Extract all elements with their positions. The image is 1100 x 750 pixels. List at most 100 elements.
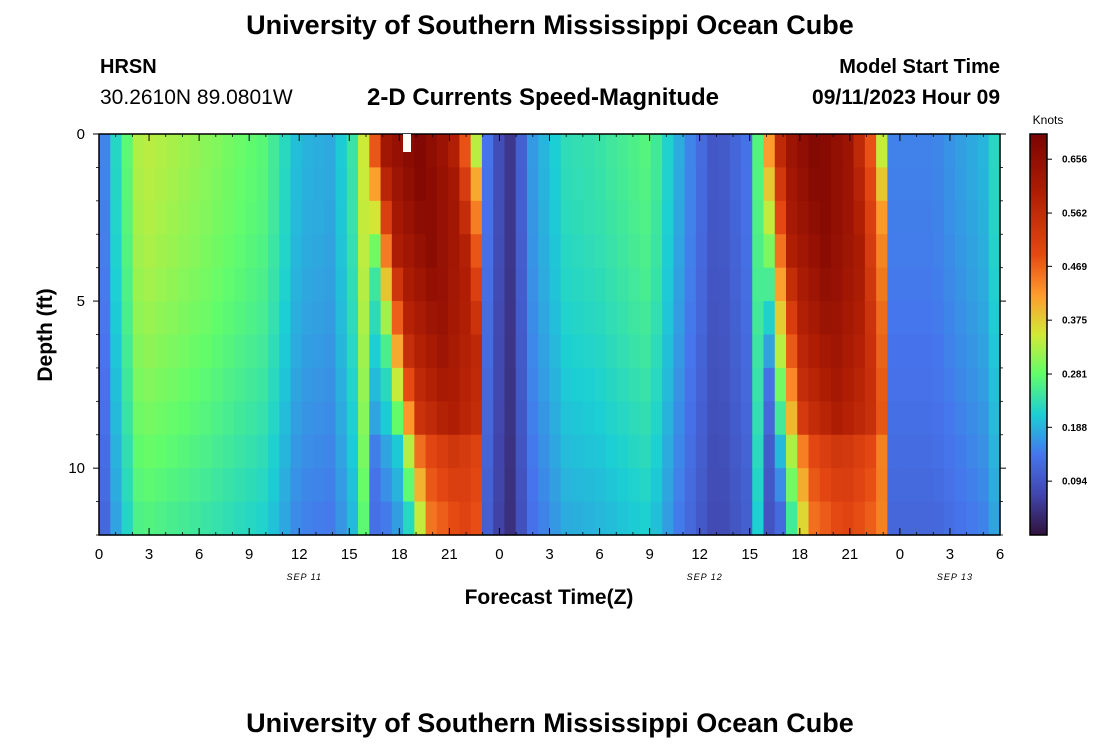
heatmap-cell xyxy=(628,468,641,503)
heatmap-cell xyxy=(729,468,742,503)
colorbar-tick-label: 0.656 xyxy=(1062,155,1087,166)
heatmap-cell xyxy=(876,200,888,235)
heatmap-cell xyxy=(335,200,348,235)
heatmap-cell xyxy=(718,401,731,436)
heatmap-cell xyxy=(200,134,213,169)
heatmap-cell xyxy=(526,134,539,169)
heatmap-cell xyxy=(177,234,190,269)
heatmap-cell xyxy=(977,468,990,503)
heatmap-cell xyxy=(470,367,483,402)
heatmap-cell xyxy=(639,367,652,402)
heatmap-cell xyxy=(639,234,652,269)
heatmap-cell xyxy=(110,167,123,202)
station-coordinates: 30.2610N 89.0801W xyxy=(100,86,293,109)
heatmap-cell xyxy=(121,501,134,536)
heatmap-cell xyxy=(808,167,821,202)
y-tick-label: 10 xyxy=(68,460,85,477)
heatmap-cell xyxy=(121,301,134,336)
heatmap-cell xyxy=(853,434,866,469)
heatmap-cell xyxy=(842,267,855,302)
heatmap-cell xyxy=(279,200,292,235)
heatmap-cell xyxy=(662,468,674,503)
heatmap-cell xyxy=(481,267,494,302)
heatmap-cell xyxy=(864,501,877,536)
heatmap-cell xyxy=(549,301,562,336)
heatmap-cell xyxy=(335,334,348,369)
heatmap-cell xyxy=(797,267,810,302)
heatmap-cell xyxy=(898,134,911,169)
heatmap-cell xyxy=(594,334,607,369)
heatmap-cell xyxy=(943,167,956,202)
heatmap-cell xyxy=(774,267,787,302)
heatmap-cell xyxy=(200,301,213,336)
heatmap-cell xyxy=(695,267,708,302)
heatmap-cell xyxy=(707,234,720,269)
heatmap-cell xyxy=(876,334,888,369)
heatmap-cell xyxy=(560,367,573,402)
heatmap-cell xyxy=(312,234,325,269)
heatmap-cell xyxy=(729,434,742,469)
heatmap-cell xyxy=(977,134,990,169)
heatmap-cell xyxy=(290,134,303,169)
heatmap-cell xyxy=(740,267,753,302)
heatmap-cell xyxy=(707,434,720,469)
heatmap-cell xyxy=(988,501,1001,536)
heatmap-cell xyxy=(211,468,224,503)
heatmap-cell xyxy=(853,468,866,503)
heatmap-cell xyxy=(279,134,292,169)
surface-marker xyxy=(403,134,411,152)
heatmap-cell xyxy=(267,301,280,336)
heatmap-cell xyxy=(312,401,325,436)
heatmap-cell xyxy=(301,301,314,336)
heatmap-cell xyxy=(718,334,731,369)
heatmap-cell xyxy=(515,401,528,436)
heatmap-cell xyxy=(324,334,337,369)
heatmap-cell xyxy=(279,501,292,536)
heatmap-cell xyxy=(572,200,584,235)
heatmap-cell xyxy=(121,434,134,469)
heatmap-cell xyxy=(887,200,900,235)
heatmap-cell xyxy=(177,401,190,436)
heatmap-cell xyxy=(605,267,618,302)
heatmap-cell xyxy=(684,167,697,202)
heatmap-cell xyxy=(279,234,292,269)
heatmap-cell xyxy=(493,401,506,436)
heatmap-cell xyxy=(977,434,990,469)
heatmap-cell xyxy=(583,267,596,302)
heatmap-cell xyxy=(695,367,708,402)
heatmap-cell xyxy=(493,434,506,469)
heatmap-cell xyxy=(831,367,843,402)
heatmap-cell xyxy=(718,468,731,503)
x-tick-label: 15 xyxy=(341,546,358,563)
heatmap-cell xyxy=(842,167,855,202)
heatmap-cell xyxy=(155,301,168,336)
heatmap-cell xyxy=(358,501,370,536)
heatmap-cell xyxy=(200,468,213,503)
heatmap-cell xyxy=(132,501,145,536)
heatmap-cell xyxy=(403,200,415,235)
heatmap-cell xyxy=(774,334,787,369)
heatmap-cell xyxy=(380,200,393,235)
heatmap-cell xyxy=(617,167,629,202)
heatmap-cell xyxy=(988,367,1001,402)
heatmap-cell xyxy=(279,167,292,202)
heatmap-cell xyxy=(650,401,663,436)
heatmap-cell xyxy=(988,301,1001,336)
heatmap-cell xyxy=(526,334,539,369)
heatmap-cell xyxy=(166,334,179,369)
heatmap-cell xyxy=(943,134,956,169)
heatmap-cell xyxy=(200,501,213,536)
heatmap-cell xyxy=(436,367,449,402)
heatmap-cell xyxy=(864,301,877,336)
heatmap-cell xyxy=(144,334,156,369)
heatmap-cell xyxy=(470,334,483,369)
heatmap-cell xyxy=(144,267,156,302)
heatmap-cell xyxy=(369,334,382,369)
heatmap-cell xyxy=(166,501,179,536)
heatmap-cell xyxy=(200,167,213,202)
heatmap-cell xyxy=(966,267,979,302)
y-axis: 0 5 10 xyxy=(68,126,1006,536)
heatmap-cell xyxy=(403,267,415,302)
heatmap-cell xyxy=(774,367,787,402)
x-tick-label: 12 xyxy=(691,546,708,563)
